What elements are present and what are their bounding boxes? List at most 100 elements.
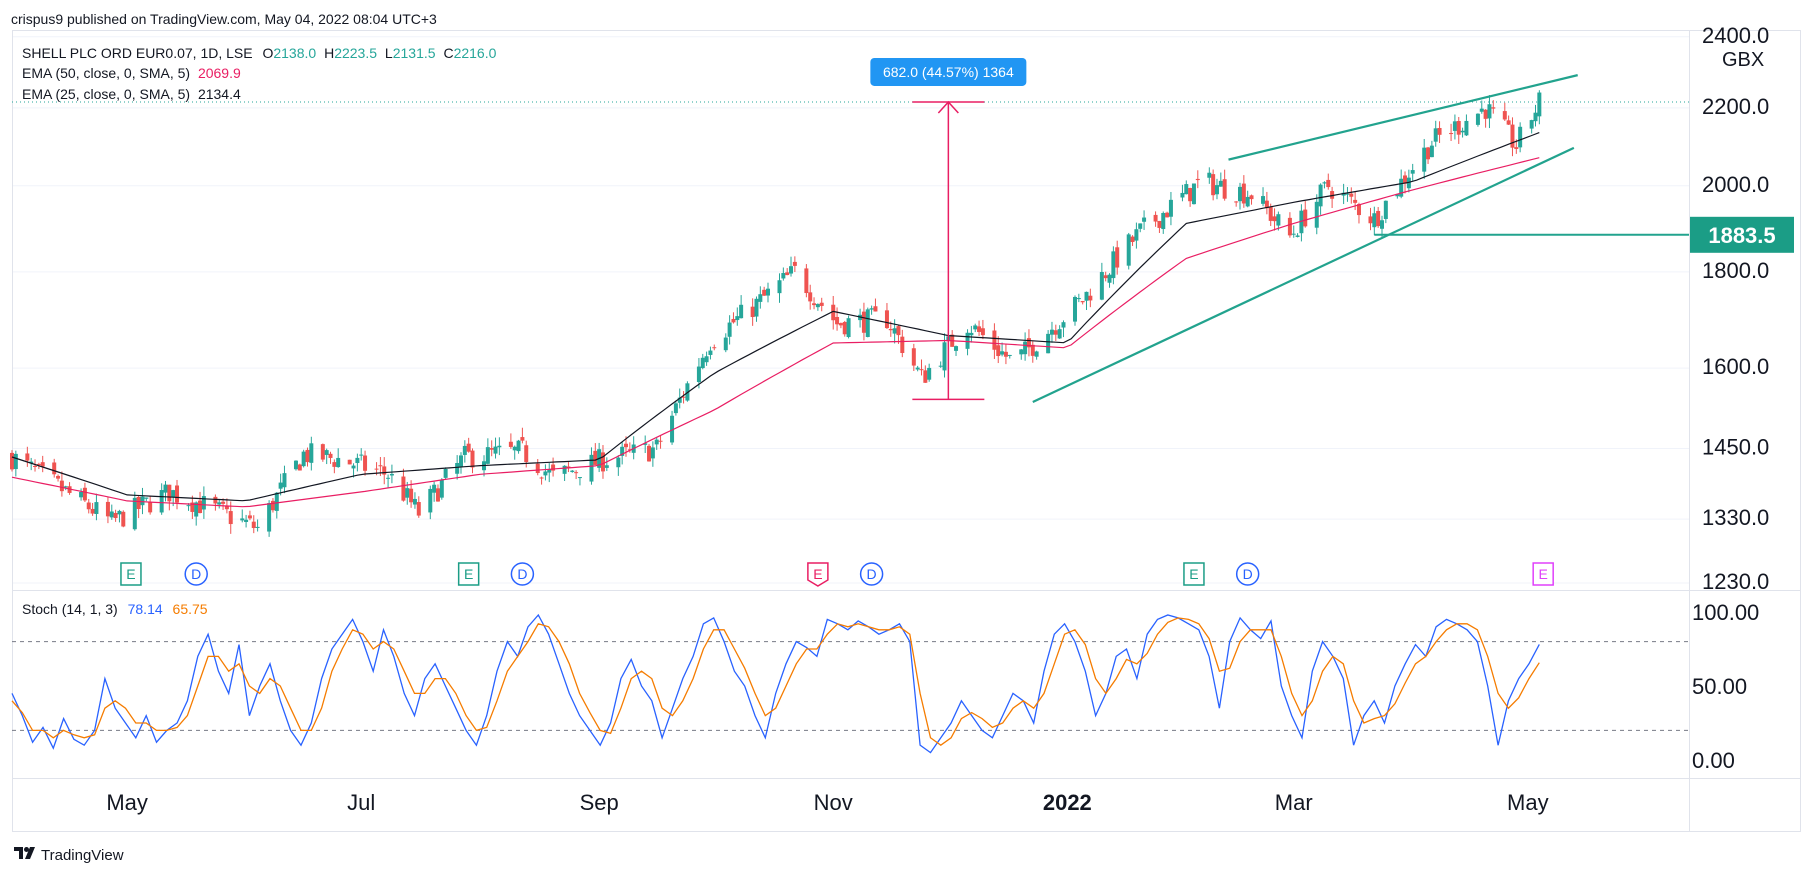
ema25-legend[interactable]: EMA (25, close, 0, SMA, 5) 2134.4 [22, 86, 241, 102]
candle [1318, 183, 1323, 215]
candle-body [992, 330, 997, 350]
ohlc-low: L2131.5 [384, 45, 436, 61]
symbol-legend[interactable]: SHELL PLC ORD EUR0.07, 1D, LSE O2138.0 H… [22, 45, 496, 61]
event-label: D [517, 566, 527, 582]
earnings-icon [120, 562, 142, 586]
candle-body [132, 497, 137, 530]
candle [1353, 191, 1358, 211]
candle-body [681, 396, 686, 398]
candle-body [405, 488, 410, 498]
price-tick-label: 2200.0 [1702, 94, 1769, 119]
candle [1383, 200, 1388, 224]
candle-body [439, 479, 444, 498]
candle [1003, 344, 1008, 365]
candle [270, 498, 275, 513]
candle-body [163, 484, 168, 493]
candle-body [1138, 223, 1143, 229]
candle-body [785, 272, 790, 276]
candle [650, 441, 655, 467]
candle-body [708, 350, 713, 355]
candle [762, 286, 767, 296]
candle-body [938, 365, 943, 367]
candle-body [1023, 341, 1028, 355]
candle-body [831, 304, 836, 321]
candle [29, 457, 34, 471]
candle-body [194, 502, 199, 517]
candle [911, 343, 916, 372]
event-marker-d[interactable]: D [1235, 562, 1260, 586]
time-tick-label: Sep [580, 790, 619, 815]
candle [1026, 329, 1031, 357]
candle-body [969, 332, 974, 336]
candle [1130, 235, 1135, 246]
drawings[interactable]: 682.0 (44.57%) 1364 1883.5 [12, 57, 1794, 403]
candle [789, 256, 794, 277]
candle-body [547, 469, 552, 473]
candle-body [497, 445, 502, 448]
stoch-legend[interactable]: Stoch (14, 1, 3) 78.14 65.75 [22, 601, 208, 617]
candle [1276, 211, 1281, 231]
event-marker-e[interactable]: E [457, 562, 480, 586]
candle [896, 324, 901, 344]
candle-body [255, 526, 260, 528]
candle-body [1276, 214, 1281, 226]
candle [1007, 354, 1012, 359]
candle [336, 448, 341, 468]
event-marker-e[interactable]: E [1532, 562, 1554, 586]
candle [40, 455, 45, 473]
candle [1072, 295, 1077, 326]
ema25-line [11, 132, 1540, 502]
candle-body [539, 477, 544, 479]
price-tag-label: 1883.5 [1708, 223, 1775, 248]
candle [750, 298, 755, 326]
candle [570, 469, 575, 473]
event-marker-d[interactable]: D [184, 562, 208, 586]
time-axis[interactable]: May Jul Sep Nov 2022 Mar May [106, 790, 1548, 815]
candle [33, 459, 38, 472]
candle [1491, 100, 1496, 114]
candle [470, 448, 475, 474]
candle [593, 443, 598, 466]
pane-frame [12, 30, 1801, 832]
candle-body [336, 457, 341, 468]
event-marker-d[interactable]: D [510, 562, 535, 586]
event-label: E [126, 566, 135, 582]
candle-body [643, 443, 648, 445]
candle-body [762, 289, 767, 296]
candle [228, 501, 233, 534]
candle-body [1345, 193, 1350, 195]
event-marker-e[interactable]: E [807, 562, 829, 587]
candle [293, 460, 298, 471]
candle [727, 315, 732, 345]
tradingview-brand: TradingView [41, 847, 124, 864]
candle [1433, 120, 1438, 147]
candle-body [919, 369, 924, 371]
candle [842, 320, 847, 337]
candle-body [198, 500, 203, 514]
stochastic-pane [11, 613, 1689, 754]
candle-body [63, 486, 68, 488]
candle-body [428, 488, 433, 513]
candle-body [1088, 295, 1093, 301]
candle [1299, 204, 1304, 242]
candle-body [455, 463, 460, 474]
candle [121, 510, 126, 528]
candle [493, 437, 498, 459]
candle-body [1161, 212, 1166, 230]
event-marker-d[interactable]: D [859, 562, 884, 586]
tradingview-logo-icon [14, 847, 35, 859]
candle-body [673, 403, 678, 414]
event-marker-e[interactable]: E [120, 562, 142, 586]
candle-body [1191, 183, 1196, 205]
candle [566, 461, 571, 473]
candle [94, 493, 99, 521]
candle [1211, 169, 1216, 201]
candle-body [79, 491, 84, 498]
price-axis[interactable]: 2400.0 2200.0 2000.0 1800.0 1600.0 1450.0 1330… [1692, 23, 1769, 773]
event-marker-e[interactable]: E [1183, 562, 1205, 586]
ema50-legend[interactable]: EMA (50, close, 0, SMA, 5) 2069.9 [22, 65, 241, 81]
candle [190, 495, 195, 519]
candle-body [861, 311, 866, 333]
